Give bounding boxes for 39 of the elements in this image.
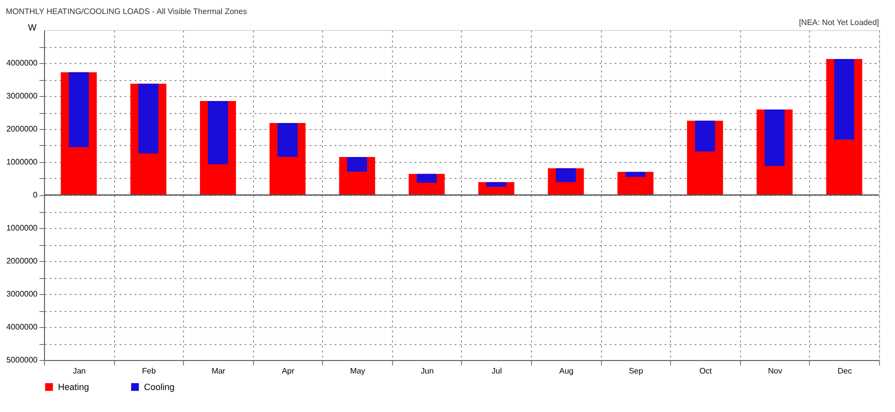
y-tick-label: 5000000 bbox=[6, 356, 38, 364]
x-tick-label: Mar bbox=[212, 366, 226, 376]
x-tick-label: Sep bbox=[628, 366, 644, 376]
y-tick-label: 3000000 bbox=[6, 92, 38, 100]
bar bbox=[278, 123, 298, 157]
bar bbox=[695, 120, 716, 152]
bar bbox=[68, 72, 89, 148]
legend-label: Heating bbox=[58, 382, 90, 392]
chart-title: MONTHLY HEATING/COOLING LOADS - All Visible Thermal Zones bbox=[6, 7, 247, 16]
x-tick-label: May bbox=[350, 366, 366, 376]
x-tick-label: Apr bbox=[282, 366, 295, 376]
x-tick-label: Jul bbox=[492, 366, 502, 376]
y-tick-label: 0 bbox=[33, 190, 38, 200]
bar bbox=[138, 84, 158, 154]
y-tick-label: 4000000 bbox=[6, 322, 38, 332]
y-tick-label: 1000000 bbox=[6, 158, 38, 166]
x-tick-label: Aug bbox=[559, 366, 574, 376]
x-tick-label: Nov bbox=[768, 366, 782, 376]
bar bbox=[625, 172, 646, 177]
bar bbox=[416, 174, 437, 183]
x-tick-label: Jan bbox=[72, 366, 86, 376]
bar bbox=[347, 157, 368, 172]
x-tick-label: Dec bbox=[838, 366, 852, 376]
y-tick-label: 4000000 bbox=[6, 58, 38, 68]
x-tick-label: Feb bbox=[142, 366, 156, 376]
y-tick-label: 2000000 bbox=[6, 124, 38, 134]
bar bbox=[208, 100, 228, 164]
y-axis-title: W bbox=[28, 22, 37, 32]
y-tick-label: 3000000 bbox=[6, 290, 38, 298]
y-tick-label: 1000000 bbox=[6, 224, 38, 232]
bar bbox=[556, 168, 576, 182]
x-tick-label: Jun bbox=[420, 366, 434, 376]
bar bbox=[764, 110, 785, 166]
x-tick-label: Oct bbox=[699, 366, 713, 376]
bar bbox=[834, 59, 854, 140]
legend-label: Cooling bbox=[144, 382, 175, 392]
bar bbox=[486, 182, 506, 187]
y-tick-label: 2000000 bbox=[6, 256, 38, 266]
text: [NEA: Not Yet Loaded] bbox=[798, 18, 879, 27]
